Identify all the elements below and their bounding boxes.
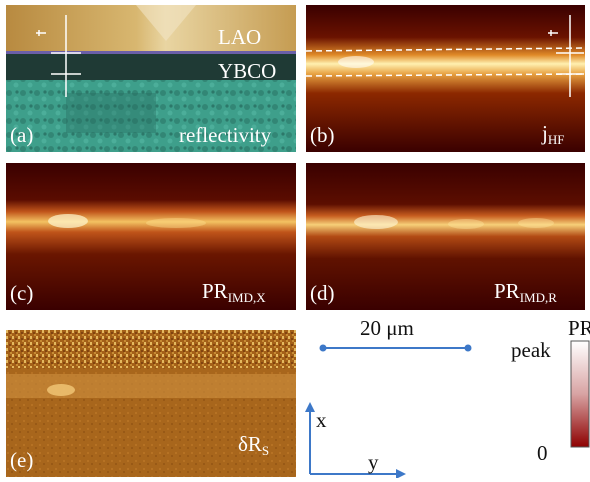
panel-e-delta-rs: (e) δRS [6, 330, 296, 477]
panel-b-jhf: (b) jHF [306, 5, 585, 152]
thickness-markers [36, 15, 81, 97]
label-pr-imd-x: PRIMD,X [202, 279, 266, 305]
axis-label-x: x [316, 408, 327, 432]
colorbar-title: PR [568, 316, 590, 340]
panel-a-reflectivity: LAO YBCO (a) reflectivity [6, 5, 296, 152]
delta-rs-map [6, 330, 296, 477]
label-reflectivity: reflectivity [179, 123, 272, 147]
axis-label-y: y [368, 450, 379, 474]
colorbar-top-label: peak [511, 338, 551, 362]
panel-c-pr-imd-x: (c) PRIMD,X [6, 163, 296, 310]
scale-bar-label: 20 μm [360, 316, 414, 340]
label-ybco: YBCO [218, 59, 277, 83]
panel-letter-b: (b) [310, 123, 335, 147]
panel-letter-d: (d) [310, 281, 335, 305]
jhf-heatmap [306, 5, 585, 152]
label-delta-rs: δRS [238, 432, 270, 458]
reflectivity-image [6, 5, 296, 152]
panel-letter-c: (c) [10, 281, 34, 305]
label-jhf: jHF [542, 121, 565, 147]
scale-bar [319, 344, 472, 352]
label-pr-imd-r: PRIMD,R [494, 279, 557, 305]
pr-imd-r-heatmap [306, 163, 585, 310]
panel-d-pr-imd-r: (d) PRIMD,R [306, 163, 585, 310]
panel-letter-a: (a) [10, 123, 34, 147]
label-lao: LAO [218, 25, 262, 49]
panel-letter-e: (e) [10, 448, 34, 472]
pr-imd-x-heatmap [6, 163, 296, 310]
colorbar [570, 340, 590, 448]
axes-indicator [305, 402, 406, 478]
colorbar-bottom-label: 0 [537, 441, 548, 465]
